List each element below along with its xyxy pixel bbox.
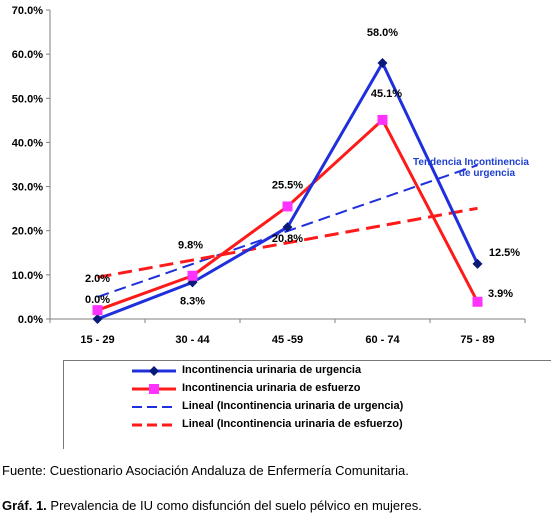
legend-label: Lineal (Incontinencia urinaria de esfuer… — [182, 418, 403, 430]
x-tick-label: 75 - 89 — [460, 334, 494, 346]
square-marker — [472, 296, 483, 307]
square-marker — [282, 201, 293, 212]
y-tick-label: 60.0% — [12, 49, 43, 61]
diamond-marker — [472, 258, 483, 269]
caption-text: Prevalencia de IU como disfunción del su… — [46, 498, 422, 513]
data-label: 2.0% — [85, 273, 110, 285]
x-tick-label: 45 -59 — [272, 334, 303, 346]
series-markers — [92, 57, 483, 324]
legend-label: Incontinencia urinaria de esfuerzo — [182, 382, 361, 394]
x-tick-label: 15 - 29 — [80, 334, 114, 346]
x-tick-label: 30 - 44 — [175, 334, 210, 346]
diamond-marker — [92, 314, 103, 324]
y-tick-label: 0.0% — [18, 314, 43, 326]
y-tick-label: 50.0% — [12, 93, 43, 105]
legend-label: Lineal (Incontinencia urinaria de urgenc… — [182, 400, 404, 412]
trend-annotation: de urgencia — [459, 168, 516, 179]
legend-swatch — [132, 366, 176, 376]
trend-line — [97, 206, 478, 279]
series-line — [96, 118, 479, 312]
legend-frame — [63, 360, 551, 449]
legend-item: Lineal (Incontinencia urinaria de urgenc… — [130, 398, 460, 416]
legend-label: Incontinencia urinaria de urgencia — [182, 364, 362, 376]
y-tick-label: 70.0% — [12, 5, 43, 17]
caption-prefix: Gráf. 1. — [2, 498, 47, 513]
legend-square — [149, 384, 159, 394]
diamond-marker — [282, 222, 293, 233]
y-tick-label: 10.0% — [12, 270, 43, 282]
square-marker — [92, 305, 103, 316]
y-tick-label: 30.0% — [12, 182, 43, 194]
chart-axes: 0.0% 10.0% 20.0% 30.0% 40.0% 50.0% 60.0% 70.0% 1… — [12, 5, 526, 346]
data-label: 8.3% — [180, 295, 205, 307]
data-label: 58.0% — [367, 27, 398, 39]
square-marker — [377, 114, 388, 125]
chart-legend: Incontinencia urinaria de urgencia Incont… — [130, 362, 460, 434]
legend-diamond — [149, 366, 159, 376]
legend-swatch — [132, 384, 176, 394]
legend-swatch — [132, 406, 176, 408]
data-label: 9.8% — [178, 240, 203, 252]
data-label: 45.1% — [371, 88, 402, 100]
square-marker — [187, 270, 198, 281]
legend-swatch — [132, 423, 176, 427]
data-labels: 0.0% 8.3% 20.8% 58.0% 12.5% 2.0% 9.8% 25.5% 45.1… — [85, 27, 520, 307]
line-chart: 0.0% 10.0% 20.0% 30.0% 40.0% 50.0% 60.0% 70.0% 1… — [12, 5, 530, 346]
trend-annotation: Tendencia Incontinencia — [413, 157, 529, 168]
y-tick-label: 40.0% — [12, 137, 43, 149]
source-note: Fuente: Cuestionario Asociación Andaluza… — [2, 463, 409, 478]
diamond-marker — [377, 57, 388, 68]
data-label: 0.0% — [85, 294, 110, 306]
data-label: 20.8% — [272, 233, 303, 245]
legend-item: Incontinencia urinaria de esfuerzo — [130, 380, 460, 398]
data-label: 3.9% — [488, 288, 513, 300]
data-label: 25.5% — [272, 179, 303, 191]
legend-item: Lineal (Incontinencia urinaria de esfuer… — [130, 416, 460, 434]
x-tick-label: 60 - 74 — [365, 334, 400, 346]
figure-caption: Gráf. 1. Prevalencia de IU como disfunci… — [2, 498, 422, 513]
data-label: 12.5% — [489, 247, 520, 259]
y-tick-label: 20.0% — [12, 226, 43, 238]
legend-item: Incontinencia urinaria de urgencia — [130, 362, 460, 380]
